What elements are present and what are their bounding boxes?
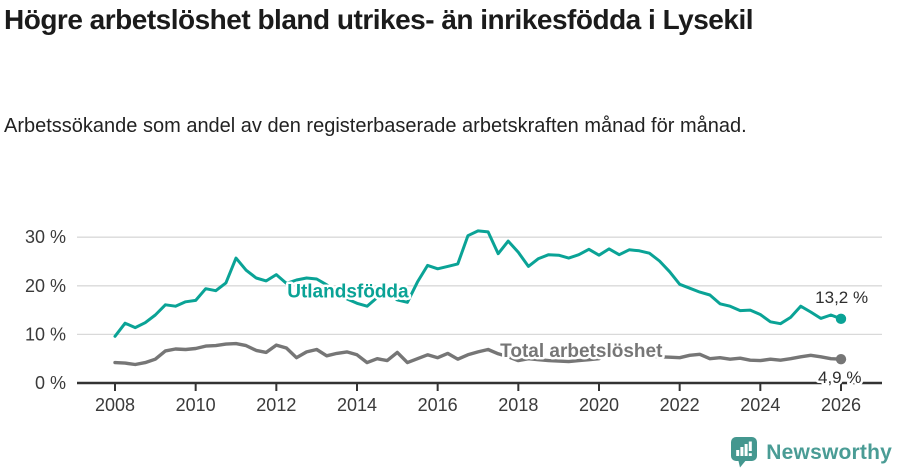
y-tick-label: 30 %	[25, 227, 66, 247]
y-tick-label: 0 %	[35, 373, 66, 393]
x-tick-label: 2026	[821, 395, 861, 415]
chart-subtitle: Arbetssökande som andel av den registerb…	[4, 115, 747, 137]
newsworthy-brand: Newsworthy	[766, 440, 892, 464]
series-label-0: Utlandsfödda	[287, 281, 409, 302]
x-tick-label: 2010	[176, 395, 216, 415]
newsworthy-logo-icon	[731, 437, 758, 468]
series-line-1	[113, 341, 843, 367]
footer-branding: Newsworthy	[730, 437, 892, 468]
x-tick-label: 2012	[256, 395, 296, 415]
y-tick-label: 20 %	[25, 276, 66, 296]
x-tick-label: 2014	[337, 395, 377, 415]
x-tick-label: 2022	[660, 395, 700, 415]
y-tick-label: 10 %	[25, 324, 66, 344]
x-tick-label: 2008	[95, 395, 135, 415]
end-dot-0	[835, 313, 847, 325]
x-tick-label: 2018	[498, 395, 538, 415]
x-tick-label: 2024	[740, 395, 780, 415]
series-line-0	[113, 229, 843, 338]
x-tick-label: 2020	[579, 395, 619, 415]
chart-header: Högre arbetslöshet bland utrikes- än inr…	[4, 2, 816, 38]
end-dot-1	[835, 353, 847, 365]
x-tick-label: 2016	[418, 395, 458, 415]
end-value-label-1: 4,9 %	[818, 368, 861, 387]
chart-title: Högre arbetslöshet bland utrikes- än inr…	[4, 4, 754, 35]
series-label-1: Total arbetslöshet	[500, 341, 663, 362]
end-value-label-0: 13,2 %	[815, 288, 868, 307]
